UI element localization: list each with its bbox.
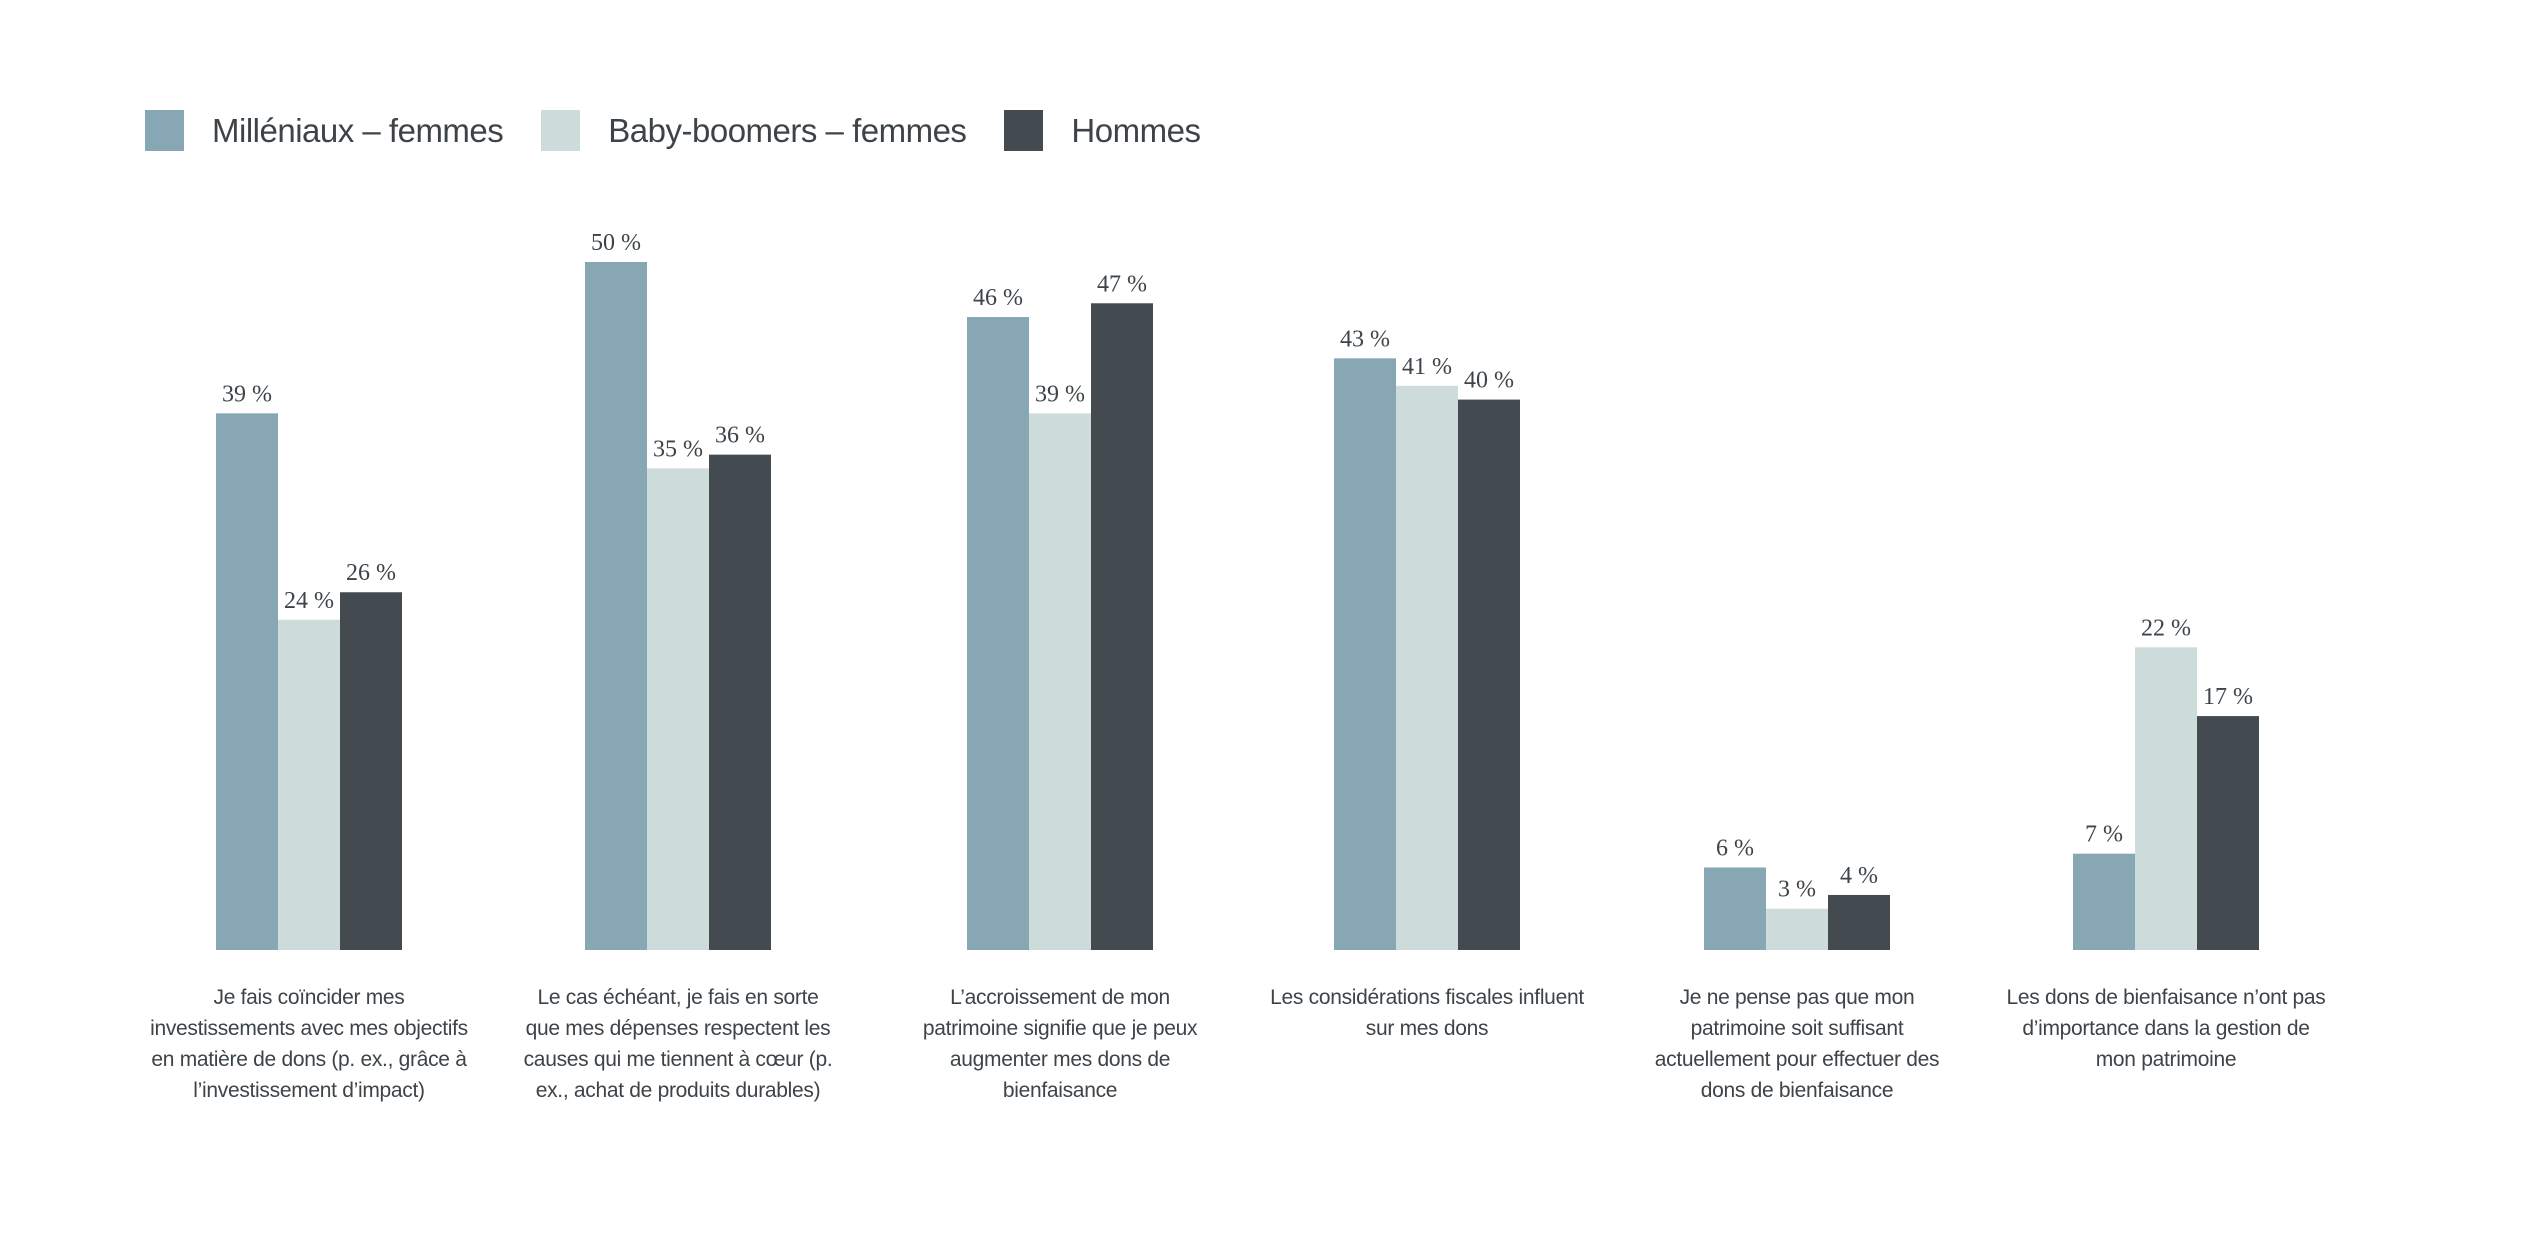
- bar: [278, 619, 340, 950]
- data-label: 35 %: [653, 436, 703, 462]
- data-label: 17 %: [2203, 684, 2253, 710]
- bar: [2135, 647, 2197, 950]
- data-label: 6 %: [1716, 835, 1754, 861]
- data-label: 26 %: [346, 560, 396, 586]
- data-label: 22 %: [2141, 615, 2191, 641]
- bar: [1766, 908, 1828, 950]
- legend-swatch: [541, 110, 581, 151]
- legend-label: Hommes: [1071, 111, 1201, 149]
- category-label: Je ne pense pas que mon patrimoine soit …: [1654, 986, 1940, 1102]
- data-label: 4 %: [1840, 863, 1878, 889]
- data-label: 7 %: [2085, 822, 2123, 848]
- data-label: 3 %: [1778, 877, 1816, 903]
- legend: Milléniaux – femmes Baby-boomers – femme…: [145, 110, 1238, 151]
- data-label: 41 %: [1402, 354, 1452, 380]
- bar: [647, 468, 709, 950]
- category-label: Les dons de bienfaisance n’ont pas d’imp…: [2006, 986, 2326, 1071]
- bar: [967, 317, 1029, 950]
- legend-item-boomers-women: Baby-boomers – femmes: [541, 110, 967, 151]
- data-label: 39 %: [1035, 381, 1085, 407]
- legend-swatch: [145, 110, 184, 151]
- data-label: 36 %: [715, 423, 765, 449]
- bar: [1458, 399, 1520, 951]
- data-label: 43 %: [1340, 326, 1390, 352]
- data-label: 40 %: [1464, 368, 1514, 394]
- bar: [216, 413, 278, 950]
- data-label: 47 %: [1097, 271, 1147, 297]
- data-label: 39 %: [222, 381, 272, 407]
- bar: [709, 454, 771, 950]
- bar: [1704, 867, 1766, 950]
- bar: [340, 592, 402, 950]
- legend-label: Milléniaux – femmes: [212, 111, 504, 149]
- data-label: 24 %: [284, 588, 334, 614]
- category-label: Le cas échéant, je fais en sorte que mes…: [523, 986, 833, 1102]
- bar: [2197, 716, 2259, 950]
- data-label: 50 %: [591, 230, 641, 256]
- category-label: Je fais coïncider mes investissements av…: [150, 986, 468, 1102]
- legend-swatch: [1004, 110, 1044, 151]
- bar: [1029, 413, 1091, 950]
- legend-label: Baby-boomers – femmes: [608, 111, 967, 149]
- bar: [585, 262, 647, 950]
- bar: [1396, 385, 1458, 951]
- category-label: Les considérations fiscales influent sur…: [1270, 986, 1584, 1040]
- legend-item-men: Hommes: [1004, 110, 1201, 151]
- bar: [1828, 894, 1890, 950]
- category-label: L’accroissement de mon patrimoine signif…: [922, 986, 1198, 1102]
- bar: [2073, 853, 2135, 950]
- bar: [1334, 358, 1396, 950]
- data-label: 46 %: [973, 285, 1023, 311]
- legend-item-millennials-women: Milléniaux – femmes: [145, 110, 504, 151]
- bar: [1091, 303, 1153, 950]
